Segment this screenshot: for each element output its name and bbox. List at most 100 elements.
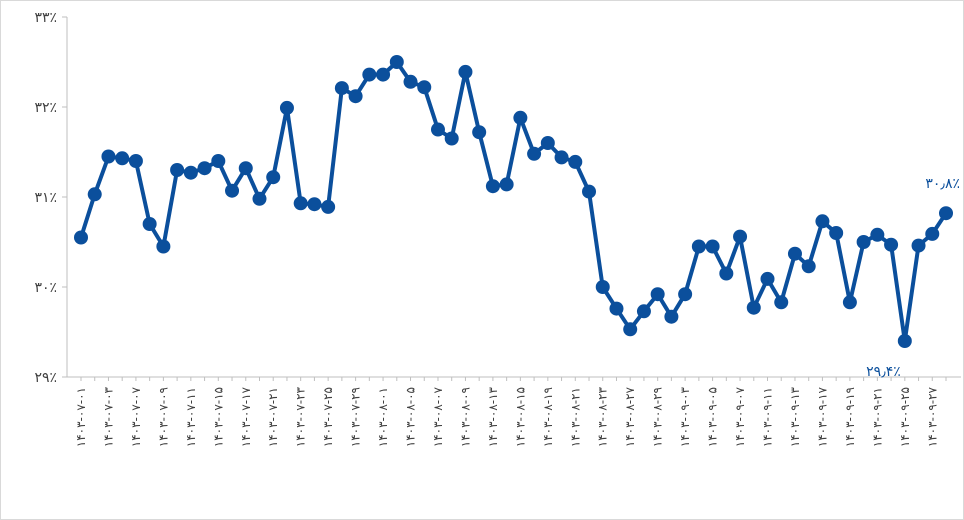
x-tick-label: ۱۴۰۳-۰۹-۰۵ <box>706 387 720 447</box>
x-tick-label: ۱۴۰۳-۰۹-۰۳ <box>678 386 692 447</box>
data-point <box>307 197 322 212</box>
x-tick-label: ۱۴۰۳-۰۷-۲۱ <box>266 387 280 447</box>
x-tick-label: ۱۴۰۳-۰۹-۰۷ <box>733 386 747 447</box>
data-point <box>595 280 610 294</box>
series-line <box>79 60 948 343</box>
data-point <box>417 80 432 95</box>
y-tick-label: ۳۰٪ <box>34 280 57 296</box>
data-point <box>636 304 651 319</box>
data-point <box>376 67 391 82</box>
x-tick-label: ۱۴۰۳-۰۸-۱۹ <box>541 387 555 447</box>
x-tick-label: ۱۴۰۳-۰۷-۲۵ <box>321 387 335 447</box>
data-point <box>115 151 130 166</box>
data-point <box>211 154 226 168</box>
data-point <box>870 227 885 242</box>
x-tick-label: ۱۴۰۳-۰۷-۰۳ <box>101 386 115 447</box>
data-point <box>293 196 308 211</box>
x-tick-label: ۱۴۰۳-۰۸-۰۷ <box>431 386 445 447</box>
data-point <box>266 170 281 185</box>
x-tick-label: ۱۴۰۳-۰۹-۲۵ <box>898 387 912 447</box>
data-point <box>87 187 102 202</box>
data-point <box>101 149 116 164</box>
data-point <box>691 239 706 254</box>
data-point <box>513 110 528 125</box>
x-tick-label: ۱۴۰۳-۰۷-۲۳ <box>294 386 308 447</box>
data-point <box>128 154 143 168</box>
x-tick-label: ۱۴۰۳-۰۸-۲۱ <box>568 387 582 447</box>
data-label: ۳۰٫۸٪ <box>925 176 960 192</box>
data-point <box>884 237 899 252</box>
data-point <box>225 183 240 198</box>
x-tick-label: ۱۴۰۳-۰۷-۱۱ <box>184 387 198 447</box>
x-tick-label: ۱۴۰۳-۰۷-۰۷ <box>129 386 143 447</box>
x-tick-label: ۱۴۰۳-۰۷-۰۹ <box>156 387 170 447</box>
x-tick-label: ۱۴۰۳-۰۹-۱۱ <box>761 387 775 447</box>
data-point <box>444 131 459 146</box>
x-tick-label: ۱۴۰۳-۰۸-۲۳ <box>596 386 610 447</box>
data-point <box>74 230 88 245</box>
data-point <box>829 226 844 240</box>
data-point <box>856 235 871 249</box>
data-point <box>197 161 212 176</box>
y-tick-label: ۳۱٪ <box>34 190 57 206</box>
data-point <box>430 122 445 137</box>
x-tick-label: ۱۴۰۳-۰۸-۰۵ <box>404 387 418 447</box>
x-tick-label: ۱۴۰۳-۰۹-۲۷ <box>925 386 939 447</box>
data-point <box>527 146 542 161</box>
x-tick-label: ۱۴۰۳-۰۹-۱۹ <box>843 387 857 447</box>
data-point <box>650 287 665 302</box>
data-point <box>705 239 720 254</box>
x-tick-label: ۱۴۰۳-۰۹-۱۳ <box>788 386 802 447</box>
data-point <box>733 229 748 244</box>
x-tick-label: ۱۴۰۳-۰۷-۲۹ <box>349 387 363 447</box>
data-point <box>801 259 816 274</box>
data-point <box>472 125 487 140</box>
x-tick-label: ۱۴۰۳-۰۸-۲۷ <box>623 386 637 447</box>
x-tick-label: ۱۴۰۳-۰۸-۱۳ <box>486 386 500 447</box>
x-tick-label: ۱۴۰۳-۰۷-۰۱ <box>74 387 88 447</box>
data-point <box>897 334 912 348</box>
data-point <box>238 161 253 176</box>
x-tick-label: ۱۴۰۳-۰۷-۱۷ <box>239 386 253 447</box>
data-point <box>623 322 638 337</box>
data-point <box>664 309 679 324</box>
data-point <box>939 206 953 221</box>
data-point <box>252 191 267 206</box>
x-tick-label: ۱۴۰۳-۰۸-۰۱ <box>376 387 390 447</box>
data-point <box>678 287 693 302</box>
data-point <box>170 163 185 177</box>
y-tick-label: ۳۲٪ <box>34 100 57 116</box>
data-point <box>746 300 761 315</box>
data-point <box>485 179 500 194</box>
data-point <box>582 184 597 199</box>
x-tick-label: ۱۴۰۳-۰۸-۱۵ <box>513 387 527 447</box>
data-point <box>760 271 775 286</box>
data-point <box>389 55 404 69</box>
x-tick-label: ۱۴۰۳-۰۸-۰۹ <box>458 387 472 447</box>
data-point <box>362 67 377 82</box>
data-point <box>609 301 624 316</box>
data-point <box>925 226 940 241</box>
data-point <box>568 154 583 169</box>
x-tick-label: ۱۴۰۳-۰۹-۲۱ <box>870 387 884 447</box>
data-point <box>911 238 926 253</box>
x-tick-label: ۱۴۰۳-۰۷-۱۵ <box>211 387 225 447</box>
x-tick-label: ۱۴۰۳-۰۹-۱۷ <box>815 386 829 447</box>
data-point <box>156 239 171 254</box>
data-point <box>554 150 569 165</box>
data-point <box>334 81 349 96</box>
data-point <box>815 214 830 229</box>
data-point <box>774 295 789 310</box>
data-point <box>321 199 336 214</box>
data-point <box>142 217 157 231</box>
data-point <box>183 165 198 180</box>
data-point <box>279 100 294 115</box>
data-point <box>499 177 514 192</box>
data-point <box>787 246 802 261</box>
data-point <box>458 64 473 79</box>
data-point <box>540 136 555 150</box>
data-label: ۲۹٫۴٪ <box>866 364 901 380</box>
data-point <box>348 89 363 104</box>
